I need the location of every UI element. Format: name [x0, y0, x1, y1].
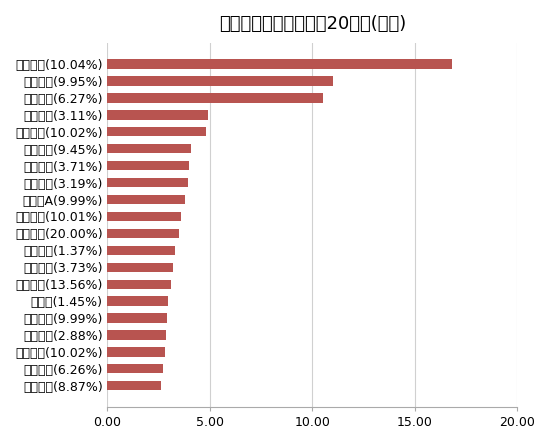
Bar — [107, 127, 206, 136]
Bar — [107, 246, 175, 255]
Bar — [107, 195, 185, 204]
Bar — [107, 313, 167, 323]
Bar — [107, 161, 189, 170]
Bar — [107, 59, 452, 69]
Bar — [107, 229, 179, 238]
Bar — [107, 76, 333, 86]
Bar — [107, 381, 161, 390]
Bar — [107, 347, 165, 357]
Bar — [107, 110, 208, 119]
Bar — [107, 297, 168, 306]
Bar — [107, 280, 171, 289]
Bar — [107, 178, 189, 187]
Bar — [107, 212, 181, 221]
Bar — [107, 330, 166, 340]
Bar — [107, 144, 191, 153]
Bar — [107, 262, 173, 272]
Bar — [107, 93, 322, 103]
Bar — [107, 364, 163, 373]
Title: 主力资金净流入金额前20个股(亿元): 主力资金净流入金额前20个股(亿元) — [219, 15, 406, 33]
